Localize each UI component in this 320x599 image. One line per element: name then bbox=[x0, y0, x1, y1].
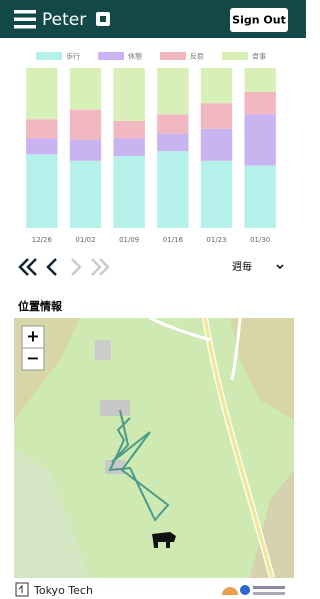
bar-segment bbox=[244, 114, 275, 165]
user-name: Peter bbox=[42, 10, 86, 30]
last-page-button[interactable] bbox=[92, 259, 108, 275]
legend-swatch bbox=[160, 52, 186, 60]
bar-segment bbox=[244, 92, 275, 114]
screen: Peter Sign Out 歩行 休憩 反芻 食事 12/26 01/02 01/09 01… bbox=[0, 0, 306, 599]
x-tick-label: 01/09 bbox=[119, 236, 139, 244]
bar-segment bbox=[26, 138, 57, 154]
legend-label: 休憩 bbox=[128, 52, 142, 61]
bar-segment bbox=[26, 154, 57, 228]
legend-label: 反芻 bbox=[190, 52, 204, 61]
bar-segment bbox=[244, 166, 275, 228]
bar-segment bbox=[157, 68, 188, 114]
footer-logo-arrow bbox=[19, 586, 22, 593]
menu-icon[interactable] bbox=[14, 10, 36, 29]
activity-chart: 歩行 休憩 反芻 食事 12/26 01/02 01/09 01/16 01/23 01/30 bbox=[26, 52, 276, 245]
bar-segment bbox=[113, 121, 144, 139]
previous-button[interactable] bbox=[48, 259, 56, 275]
bar-segment bbox=[113, 68, 144, 121]
bar-segment bbox=[26, 119, 57, 138]
bar-segment bbox=[157, 134, 188, 152]
x-tick-label: 01/02 bbox=[75, 236, 95, 244]
bar-segment bbox=[26, 68, 57, 119]
x-tick-label: 01/23 bbox=[206, 236, 226, 244]
bar-segment bbox=[201, 68, 232, 103]
legend-swatch bbox=[36, 52, 62, 60]
zoom-out-label[interactable]: − bbox=[26, 349, 39, 368]
legend-swatch bbox=[98, 52, 124, 60]
legend-label: 食事 bbox=[252, 52, 266, 61]
bar-segment bbox=[201, 161, 232, 228]
x-tick-label: 12/26 bbox=[32, 236, 53, 244]
bar-segment bbox=[157, 151, 188, 228]
bar-segment bbox=[70, 68, 101, 110]
partner-logos bbox=[222, 585, 285, 595]
legend-label: 歩行 bbox=[66, 52, 80, 61]
bar-segment bbox=[201, 103, 232, 129]
bar-segment bbox=[113, 156, 144, 228]
fullscreen-icon[interactable] bbox=[96, 12, 110, 26]
bar-segment bbox=[70, 110, 101, 140]
period-select-label[interactable]: 週毎 bbox=[232, 260, 252, 273]
bar-segment bbox=[70, 161, 101, 228]
page: Peter Sign Out 歩行 休憩 反芻 食事 12/26 01/02 01/09 01… bbox=[0, 0, 320, 599]
bar-segment bbox=[244, 68, 275, 92]
zoom-in-label[interactable]: + bbox=[26, 327, 39, 346]
legend-swatch bbox=[222, 52, 248, 60]
section-title: 位置情報 bbox=[18, 299, 63, 313]
bar-segment bbox=[157, 114, 188, 133]
sign-out-label[interactable]: Sign Out bbox=[232, 14, 286, 27]
first-page-button[interactable] bbox=[20, 259, 36, 275]
x-tick-label: 01/30 bbox=[250, 236, 270, 244]
next-button[interactable] bbox=[72, 259, 80, 275]
x-tick-label: 01/16 bbox=[163, 236, 184, 244]
bar-segment bbox=[201, 129, 232, 161]
bar-segment bbox=[70, 140, 101, 161]
footer-label: Tokyo Tech bbox=[33, 584, 93, 597]
map[interactable]: + − bbox=[14, 318, 294, 578]
bar-segment bbox=[113, 138, 144, 156]
